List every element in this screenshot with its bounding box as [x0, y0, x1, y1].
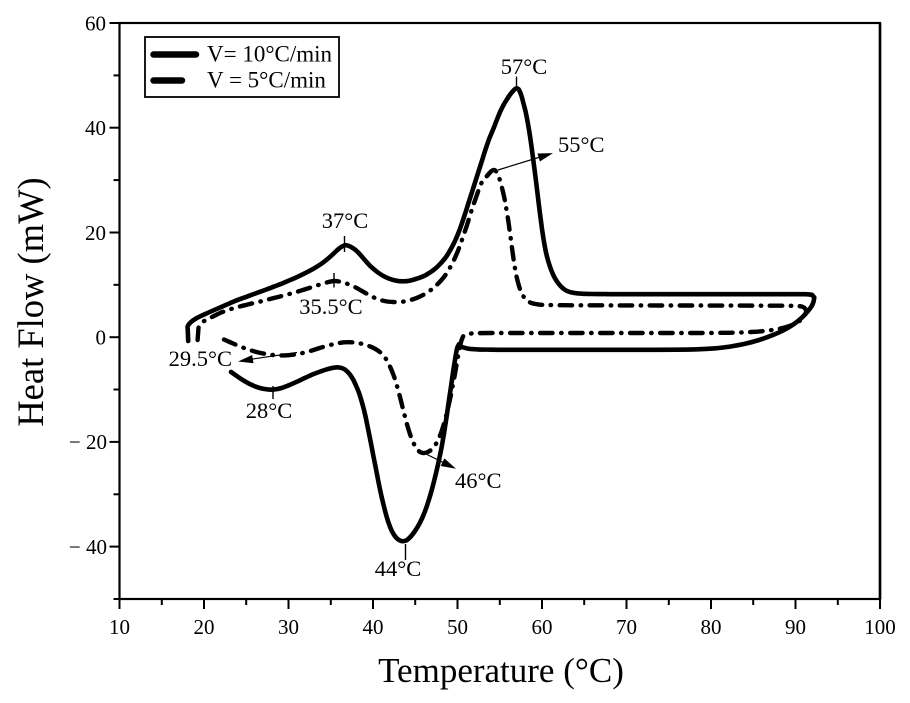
svg-text:40: 40 — [363, 615, 384, 639]
svg-text:Temperature (°C): Temperature (°C) — [378, 651, 624, 690]
svg-text:− 20: − 20 — [69, 430, 107, 454]
svg-text:10: 10 — [109, 615, 130, 639]
svg-text:20: 20 — [85, 221, 106, 245]
svg-text:46°C: 46°C — [455, 468, 502, 493]
svg-text:60: 60 — [85, 11, 106, 35]
svg-text:30: 30 — [278, 615, 299, 639]
svg-text:Heat Flow (mW): Heat Flow (mW) — [10, 177, 51, 426]
svg-text:35.5°C: 35.5°C — [299, 294, 362, 319]
svg-text:37°C: 37°C — [322, 208, 369, 233]
svg-text:60: 60 — [532, 615, 553, 639]
svg-text:V = 5°C/min: V = 5°C/min — [207, 68, 326, 93]
svg-text:20: 20 — [194, 615, 215, 639]
svg-text:100: 100 — [864, 615, 896, 639]
svg-text:29.5°C: 29.5°C — [169, 346, 232, 371]
svg-text:50: 50 — [447, 615, 468, 639]
svg-text:57°C: 57°C — [501, 54, 548, 79]
svg-text:V= 10°C/min: V= 10°C/min — [207, 42, 333, 67]
svg-text:90: 90 — [785, 615, 806, 639]
svg-text:44°C: 44°C — [375, 556, 422, 581]
svg-text:− 40: − 40 — [69, 535, 107, 559]
svg-text:28°C: 28°C — [246, 398, 293, 423]
svg-text:55°C: 55°C — [558, 132, 605, 157]
svg-text:70: 70 — [616, 615, 637, 639]
svg-text:80: 80 — [701, 615, 722, 639]
svg-text:0: 0 — [96, 326, 107, 350]
svg-text:40: 40 — [85, 116, 106, 140]
